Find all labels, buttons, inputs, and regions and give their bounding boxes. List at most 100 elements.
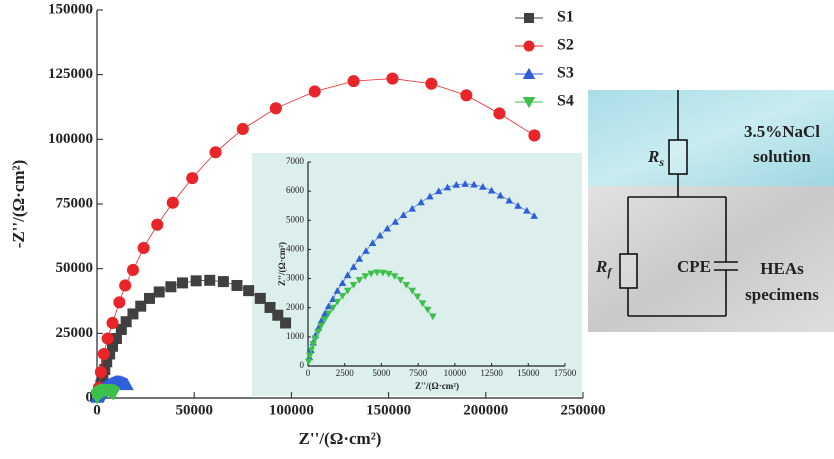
marker [254,292,266,304]
marker [434,187,443,195]
legend-label: S3 [557,65,574,82]
legend-label: S4 [557,93,574,110]
y-tick-label: 0 [86,389,94,405]
marker [347,75,360,88]
marker [362,247,370,254]
marker [505,196,513,204]
x-axis-label: Z''/(Ω·cm²) [415,381,459,391]
marker [309,341,317,348]
marker [126,263,140,277]
y-tick-label: 50000 [56,260,94,276]
marker [426,192,434,200]
rs-sub: s [658,155,664,169]
marker [429,313,437,321]
marker [143,292,155,304]
marker [367,270,375,278]
marker [333,287,342,294]
y-tick-label: 3000 [286,273,305,283]
marker [417,198,425,206]
specimen-region [588,186,834,332]
y-axis-label: -Z''/(Ω·cm²) [9,160,28,249]
marker [385,270,393,278]
marker [304,358,313,366]
y-tick-label: 0 [300,360,305,370]
marker [379,269,387,277]
x-tick-label: 0 [93,402,101,418]
marker [135,300,147,312]
marker [355,277,364,284]
marker [106,388,121,401]
marker [204,274,216,286]
marker [423,306,432,314]
marker [402,281,411,289]
marker [269,102,282,115]
marker [338,293,347,300]
marker [399,211,408,219]
marker [383,224,392,232]
marker [115,323,127,335]
y-tick-label: 6000 [286,185,305,195]
marker [127,308,139,320]
marker [324,310,333,318]
marker [153,286,165,298]
marker [166,196,179,209]
electrolyte-region [588,90,834,186]
marker [349,281,358,289]
marker [317,322,325,330]
y-tick-label: 1000 [286,331,305,341]
marker [101,356,113,368]
marker [425,77,438,90]
marker [314,328,323,336]
marker [190,275,202,287]
marker [94,366,107,379]
marker [523,206,531,214]
marker [217,276,229,288]
marker [97,347,110,361]
series-line [98,78,535,388]
marker [272,309,284,321]
y-tick-label: 75000 [56,195,94,211]
marker [106,316,119,330]
marker [530,212,538,219]
marker [120,377,134,391]
marker [479,183,487,190]
x-tick-label: 100000 [269,402,314,418]
marker [496,191,505,199]
legend-marker [524,13,534,23]
marker [165,281,177,293]
marker [461,180,469,187]
legend-marker [523,40,535,52]
marker [308,85,321,98]
chart: 0 50000 100000 150000 200000 2500000250005000… [9,1,606,447]
x-tick-label: 10000 [444,368,467,378]
x-tick-label: 12500 [480,368,503,378]
marker [390,273,399,280]
y-tick-label: 150000 [48,1,93,17]
x-tick-label: 17500 [554,368,577,378]
marker [376,231,384,239]
marker [321,309,329,317]
marker [329,304,337,312]
marker [280,317,292,329]
marker [413,293,422,301]
x-tick-label: 150000 [366,402,411,418]
marker [110,333,122,345]
y-tick-label: 4000 [286,243,305,253]
marker [418,300,427,308]
marker [396,277,405,284]
marker [487,186,496,194]
marker [243,285,255,297]
marker [306,352,314,360]
marker [343,271,352,279]
marker [177,277,189,289]
x-tick-label: 15000 [517,368,540,378]
legend-label: S2 [557,37,574,54]
marker [107,340,119,352]
y-tick-label: 7000 [286,156,305,166]
x-tick-label: 250000 [561,402,606,418]
marker [119,279,132,292]
marker [209,146,222,159]
legend-label: S1 [557,9,574,26]
x-tick-label: 0 [306,368,311,378]
marker [361,273,370,280]
